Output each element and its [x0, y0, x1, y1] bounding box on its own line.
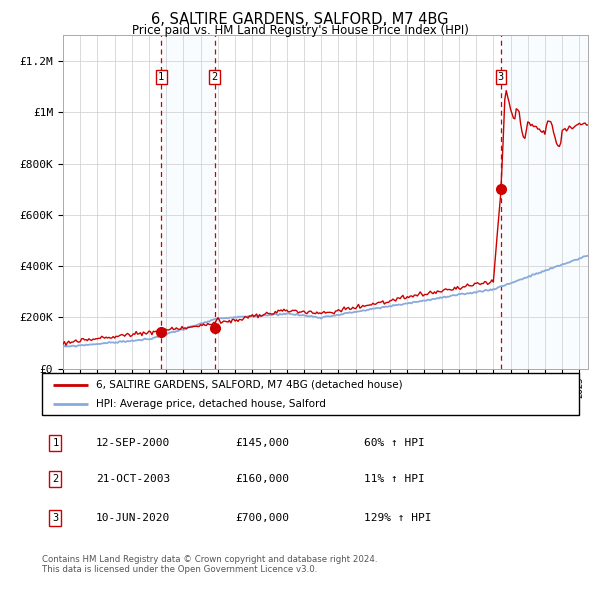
Text: 10-JUN-2020: 10-JUN-2020: [96, 513, 170, 523]
Text: 6, SALTIRE GARDENS, SALFORD, M7 4BG (detached house): 6, SALTIRE GARDENS, SALFORD, M7 4BG (det…: [96, 380, 403, 390]
Text: 6, SALTIRE GARDENS, SALFORD, M7 4BG: 6, SALTIRE GARDENS, SALFORD, M7 4BG: [151, 12, 449, 27]
Text: Price paid vs. HM Land Registry's House Price Index (HPI): Price paid vs. HM Land Registry's House …: [131, 24, 469, 37]
Text: 2: 2: [52, 474, 59, 484]
Bar: [501, 35, 588, 369]
Text: 1: 1: [52, 438, 59, 448]
Text: 3: 3: [52, 513, 59, 523]
Text: £700,000: £700,000: [235, 513, 289, 523]
Text: 129% ↑ HPI: 129% ↑ HPI: [364, 513, 432, 523]
Text: 60% ↑ HPI: 60% ↑ HPI: [364, 438, 425, 448]
Text: 3: 3: [498, 72, 504, 82]
Text: 21-OCT-2003: 21-OCT-2003: [96, 474, 170, 484]
Text: £160,000: £160,000: [235, 474, 289, 484]
Text: £145,000: £145,000: [235, 438, 289, 448]
Text: 11% ↑ HPI: 11% ↑ HPI: [364, 474, 425, 484]
Text: 12-SEP-2000: 12-SEP-2000: [96, 438, 170, 448]
Text: 1: 1: [158, 72, 164, 82]
Text: HPI: Average price, detached house, Salford: HPI: Average price, detached house, Salf…: [96, 399, 326, 409]
FancyBboxPatch shape: [42, 373, 579, 415]
Text: This data is licensed under the Open Government Licence v3.0.: This data is licensed under the Open Gov…: [42, 565, 317, 574]
Text: 2: 2: [211, 72, 218, 82]
Text: Contains HM Land Registry data © Crown copyright and database right 2024.: Contains HM Land Registry data © Crown c…: [42, 555, 377, 563]
Bar: [161, 35, 215, 369]
